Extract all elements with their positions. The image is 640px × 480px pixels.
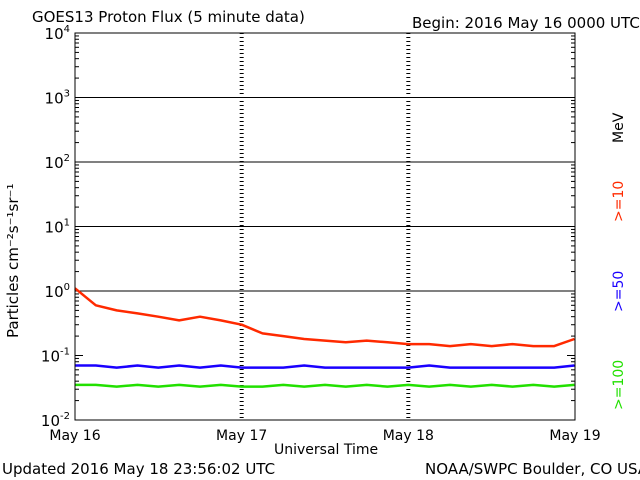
x-tick-label: May 17 [216,428,267,444]
x-axis-label: Universal Time [274,442,379,458]
plot-frame [74,32,576,421]
legend-series-ge100: >=100 [611,359,627,410]
series-line [75,383,575,388]
x-tick-label: May 19 [549,428,600,444]
series-line [75,364,575,369]
y-tick-label: 104 [45,24,70,43]
updated-timestamp: Updated 2016 May 18 23:56:02 UTC [2,460,276,478]
x-tick-label: May 18 [383,428,434,444]
legend-series-ge10: >=10 [611,180,627,222]
y-tick-label: 103 [45,89,70,108]
credit: NOAA/SWPC Boulder, CO USA [425,460,640,478]
y-tick-label: 10-2 [41,411,70,430]
begin-date: Begin: 2016 May 16 0000 UTC [412,14,640,32]
y-axis-label: Particles cm⁻²s⁻¹sr⁻¹ [4,183,22,338]
series-line [74,287,575,348]
legend-series-ge50: >=50 [611,270,627,312]
y-tick-label: 100 [45,282,70,301]
chart-title: GOES13 Proton Flux (5 minute data) [32,8,305,26]
y-tick-label: 10-1 [41,347,70,366]
legend-unit-mev: MeV [611,112,627,143]
x-tick-label: May 16 [49,428,100,444]
y-tick-label: 102 [45,153,70,172]
y-tick-label: 101 [45,218,70,237]
